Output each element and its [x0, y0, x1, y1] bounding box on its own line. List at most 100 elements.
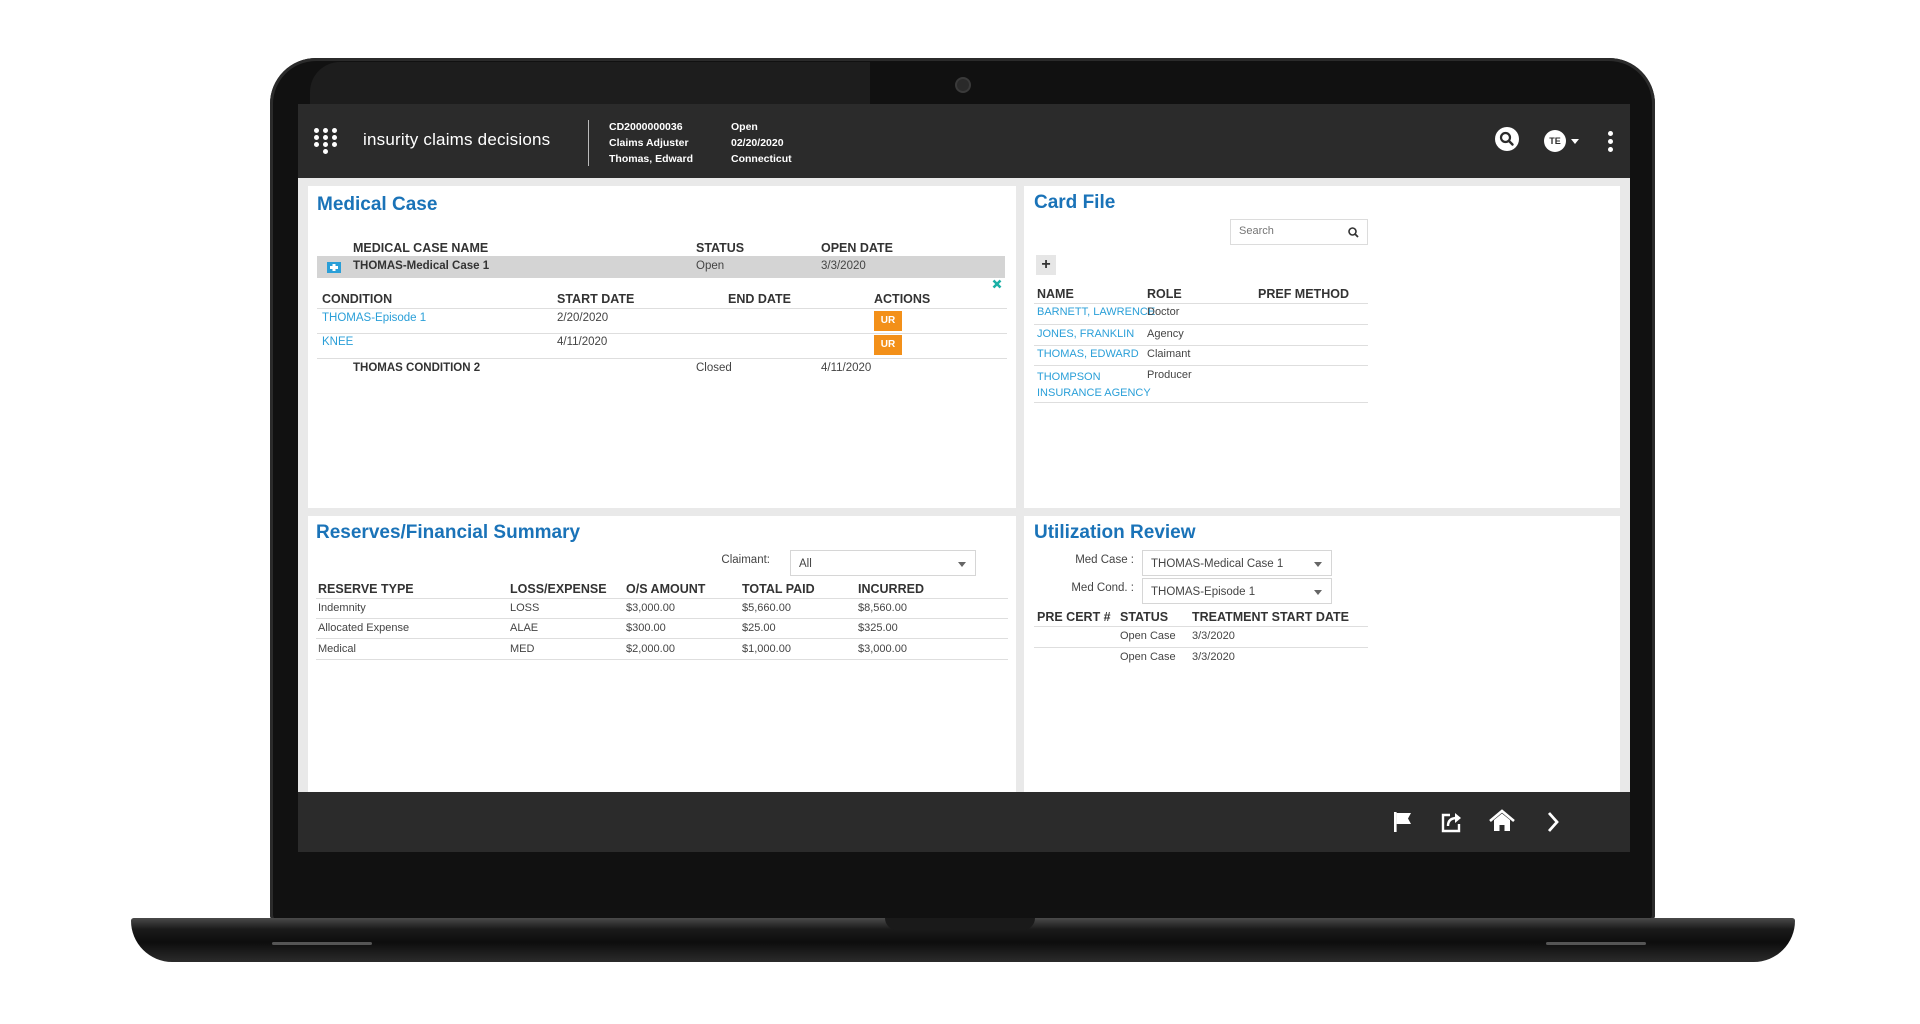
chevron-right-icon[interactable] [1544, 810, 1562, 834]
claim-role: Claims Adjuster [609, 137, 689, 149]
contact-link[interactable]: BARNETT, LAWRENCE [1037, 306, 1156, 318]
divider [1034, 324, 1368, 325]
contact-link[interactable]: JONES, FRANKLIN [1037, 328, 1135, 340]
search-input[interactable] [1239, 225, 1343, 237]
divider [316, 618, 1008, 619]
divider [1034, 365, 1368, 366]
user-avatar[interactable]: TE [1544, 130, 1566, 152]
claim-info-primary: CD2000000036 Claims Adjuster Thomas, Edw… [609, 119, 693, 167]
col-header-os-amount: O/S AMOUNT [626, 582, 706, 596]
panel-title: Reserves/Financial Summary [316, 522, 581, 543]
total-paid: $5,660.00 [742, 602, 791, 614]
case-row-selected[interactable]: THOMAS-Medical Case 1 Open 3/3/2020 [317, 256, 1005, 278]
contact-role: Agency [1147, 328, 1184, 340]
claim-date: 02/20/2020 [731, 137, 784, 149]
divider [1034, 647, 1368, 648]
medical-case-panel: Medical Case MEDICAL CASE NAME STATUS OP… [308, 186, 1016, 508]
camera [955, 77, 971, 93]
panel-title: Card File [1034, 192, 1116, 213]
claimant-label: Claimant: [721, 554, 770, 566]
laptop-foot-right [1546, 942, 1646, 945]
ur-action-button[interactable]: UR [874, 335, 902, 355]
treatment-start: 3/3/2020 [1192, 630, 1235, 642]
incurred: $3,000.00 [858, 643, 907, 655]
reserve-type: Allocated Expense [318, 622, 410, 634]
case-name: THOMAS-Medical Case 1 [353, 260, 490, 272]
app-screen: insurity claims decisions CD2000000036 C… [298, 104, 1630, 852]
contact-link[interactable]: THOMPSON INSURANCE AGENCY [1037, 369, 1151, 401]
header-divider [588, 120, 589, 166]
col-header-reserve-type: RESERVE TYPE [318, 582, 414, 596]
search-icon[interactable] [1494, 126, 1520, 152]
panel-title: Medical Case [317, 194, 438, 215]
case-name[interactable]: THOMAS CONDITION 2 [353, 362, 481, 374]
medical-case-icon [327, 262, 341, 273]
search-icon[interactable] [1348, 227, 1359, 238]
case-status: Closed [696, 362, 732, 374]
chevron-down-icon [1314, 562, 1322, 567]
home-icon[interactable] [1488, 808, 1516, 834]
top-bar: insurity claims decisions CD2000000036 C… [298, 104, 1630, 178]
close-icon[interactable] [992, 279, 1002, 289]
loss-expense: ALAE [510, 622, 539, 634]
chevron-down-icon[interactable] [1571, 139, 1579, 144]
divider [317, 358, 1007, 359]
bottom-bar [298, 792, 1630, 852]
reserve-type: Medical [318, 643, 356, 655]
condition-start: 4/11/2020 [557, 336, 608, 348]
app-grid-icon[interactable] [314, 128, 338, 154]
laptop-notch [885, 918, 1035, 930]
loss-expense: LOSS [510, 602, 540, 614]
col-header-pre-cert: PRE CERT # [1037, 610, 1111, 624]
col-header-pref-method: PREF METHOD [1258, 287, 1349, 301]
chevron-down-icon [958, 562, 966, 567]
col-header-end-date: END DATE [728, 292, 791, 306]
ur-action-button[interactable]: UR [874, 311, 902, 331]
divider [1034, 345, 1368, 346]
chevron-down-icon [1314, 590, 1322, 595]
med-case-select[interactable]: THOMAS-Medical Case 1 [1142, 550, 1332, 576]
add-contact-button[interactable]: + [1036, 255, 1056, 275]
condition-link[interactable]: KNEE [322, 336, 354, 348]
search-box[interactable] [1230, 219, 1368, 245]
contact-name-line: INSURANCE AGENCY [1037, 387, 1151, 399]
contact-name-line: THOMPSON [1037, 371, 1101, 383]
med-cond-select[interactable]: THOMAS-Episode 1 [1142, 578, 1332, 604]
os-amount: $3,000.00 [626, 602, 675, 614]
contact-role: Claimant [1147, 348, 1191, 360]
divider [317, 308, 1007, 309]
case-open-date: 4/11/2020 [821, 362, 872, 374]
divider [316, 638, 1008, 639]
review-status: Open Case [1120, 651, 1176, 663]
card-file-panel: Card File + NAME ROLE PREF METHOD BARNET… [1024, 186, 1620, 508]
col-header-role: ROLE [1147, 287, 1182, 301]
col-header-total-paid: TOTAL PAID [742, 582, 815, 596]
divider [1034, 402, 1368, 403]
divider [316, 598, 1008, 599]
claimant-select[interactable]: All [790, 550, 976, 576]
med-cond-label: Med Cond. : [1071, 582, 1134, 594]
col-header-treatment-start: TREATMENT START DATE [1192, 610, 1349, 624]
share-icon[interactable] [1439, 809, 1465, 835]
col-header-incurred: INCURRED [858, 582, 924, 596]
col-header-case-name: MEDICAL CASE NAME [353, 241, 489, 255]
contact-link[interactable]: THOMAS, EDWARD [1037, 348, 1139, 360]
divider [316, 659, 1008, 660]
flag-icon[interactable] [1391, 810, 1415, 834]
total-paid: $1,000.00 [742, 643, 791, 655]
condition-link[interactable]: THOMAS-Episode 1 [322, 312, 427, 324]
os-amount: $2,000.00 [626, 643, 675, 655]
med-case-value: THOMAS-Medical Case 1 [1151, 558, 1284, 570]
col-header-status: STATUS [696, 241, 745, 255]
col-header-loss-expense: LOSS/EXPENSE [510, 582, 607, 596]
treatment-start: 3/3/2020 [1192, 651, 1235, 663]
claim-owner: Thomas, Edward [609, 153, 694, 165]
col-header-status: STATUS [1120, 610, 1169, 624]
contact-role: Doctor [1147, 306, 1180, 318]
col-header-start-date: START DATE [557, 292, 635, 306]
reserve-type: Indemnity [318, 602, 366, 614]
col-header-open-date: OPEN DATE [821, 241, 893, 255]
loss-expense: MED [510, 643, 535, 655]
divider [1034, 303, 1368, 304]
more-options-icon[interactable] [1608, 131, 1613, 155]
